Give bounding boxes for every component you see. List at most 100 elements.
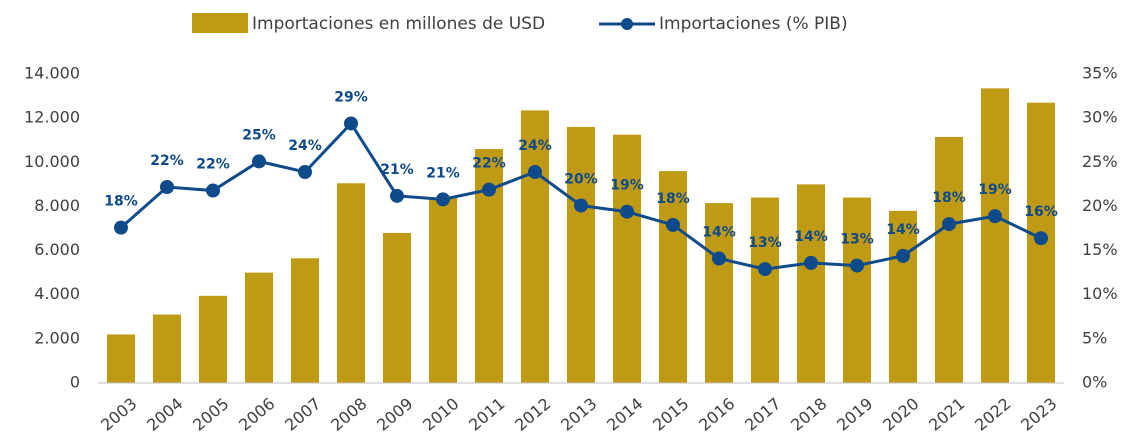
x-tick-label: 2023 xyxy=(1017,394,1060,435)
bar xyxy=(935,136,963,383)
x-tick-label: 2010 xyxy=(419,394,462,435)
y2-tick-label: 25% xyxy=(1082,152,1118,171)
x-tick-label: 2011 xyxy=(465,394,508,435)
value-label: 21% xyxy=(426,165,460,181)
marker xyxy=(390,188,404,203)
value-label: 22% xyxy=(150,153,184,169)
marker xyxy=(436,192,450,207)
bar xyxy=(797,184,825,383)
y-tick-label: 2.000 xyxy=(34,328,80,347)
value-label: 14% xyxy=(794,229,828,245)
value-label: 25% xyxy=(242,127,276,143)
x-tick-label: 2021 xyxy=(925,394,968,435)
bar xyxy=(751,197,779,383)
y-tick-label: 6.000 xyxy=(34,240,80,259)
x-tick-label: 2018 xyxy=(787,394,830,435)
value-label: 13% xyxy=(748,235,782,251)
bar xyxy=(521,110,549,384)
marker xyxy=(620,204,634,219)
y-tick-label: 12.000 xyxy=(24,108,80,127)
marker xyxy=(252,154,266,169)
marker xyxy=(528,164,542,179)
bar xyxy=(337,183,365,383)
x-tick-label: 2020 xyxy=(879,394,922,435)
marker xyxy=(1034,231,1048,246)
legend-swatch-marker xyxy=(621,18,634,30)
value-label: 13% xyxy=(840,232,874,248)
bar xyxy=(567,126,595,383)
bar xyxy=(245,272,273,383)
value-label: 18% xyxy=(656,191,690,207)
marker xyxy=(666,217,680,232)
bar xyxy=(981,88,1009,383)
x-tick-label: 2015 xyxy=(649,394,692,435)
x-tick-label: 2017 xyxy=(741,394,784,435)
bar xyxy=(153,314,181,383)
value-label: 20% xyxy=(564,172,598,188)
y2-tick-label: 35% xyxy=(1082,64,1118,83)
bar xyxy=(705,203,733,383)
marker xyxy=(988,209,1002,224)
y-tick-label: 14.000 xyxy=(24,64,80,83)
y2-tick-label: 30% xyxy=(1082,108,1118,127)
bar xyxy=(291,258,319,383)
value-label: 19% xyxy=(610,178,644,194)
value-label: 16% xyxy=(1024,204,1058,220)
legend-swatch xyxy=(192,13,248,33)
value-label: 21% xyxy=(380,162,414,178)
y2-tick-label: 5% xyxy=(1082,328,1107,347)
x-tick-label: 2022 xyxy=(971,394,1014,435)
y-tick-label: 4.000 xyxy=(34,284,80,303)
marker xyxy=(712,251,726,266)
y-tick-label: 10.000 xyxy=(24,152,80,171)
bar xyxy=(199,295,227,383)
value-label: 24% xyxy=(518,138,552,154)
legend-label: Importaciones (% PIB) xyxy=(659,14,848,34)
marker xyxy=(482,182,496,197)
value-label: 29% xyxy=(334,89,368,105)
value-label: 24% xyxy=(288,138,322,154)
y2-tick-label: 15% xyxy=(1082,240,1118,259)
marker xyxy=(850,258,864,273)
marker xyxy=(344,116,358,131)
x-tick-label: 2003 xyxy=(97,394,140,435)
marker xyxy=(114,220,128,235)
bar xyxy=(429,197,457,383)
value-label: 14% xyxy=(702,225,736,241)
bar xyxy=(659,171,687,383)
x-tick-label: 2019 xyxy=(833,394,876,435)
marker xyxy=(804,255,818,270)
x-tick-label: 2008 xyxy=(327,394,370,435)
bar xyxy=(843,197,871,383)
value-label: 14% xyxy=(886,222,920,238)
marker xyxy=(942,217,956,232)
bar xyxy=(889,210,917,383)
value-label: 22% xyxy=(472,156,506,172)
value-label: 19% xyxy=(978,182,1012,198)
marker xyxy=(574,198,588,213)
marker xyxy=(160,180,174,195)
marker xyxy=(298,164,312,179)
x-tick-label: 2009 xyxy=(373,394,416,435)
x-tick-label: 2014 xyxy=(603,394,646,435)
x-tick-label: 2013 xyxy=(557,394,600,435)
y-tick-label: 0 xyxy=(70,373,80,392)
value-label: 18% xyxy=(104,194,138,210)
x-tick-label: 2012 xyxy=(511,394,554,435)
marker xyxy=(206,183,220,198)
bar xyxy=(107,334,135,383)
value-label: 18% xyxy=(932,190,966,206)
y2-tick-label: 10% xyxy=(1082,284,1118,303)
value-label: 22% xyxy=(196,157,230,173)
bar xyxy=(613,134,641,383)
bar xyxy=(383,232,411,383)
y2-tick-label: 0% xyxy=(1082,373,1107,392)
x-tick-label: 2007 xyxy=(281,394,324,435)
marker xyxy=(896,248,910,263)
x-tick-label: 2006 xyxy=(235,394,278,435)
x-tick-label: 2004 xyxy=(143,394,186,435)
x-tick-label: 2005 xyxy=(189,394,232,435)
y2-tick-label: 20% xyxy=(1082,196,1118,215)
legend-label: Importaciones en millones de USD xyxy=(252,14,545,34)
